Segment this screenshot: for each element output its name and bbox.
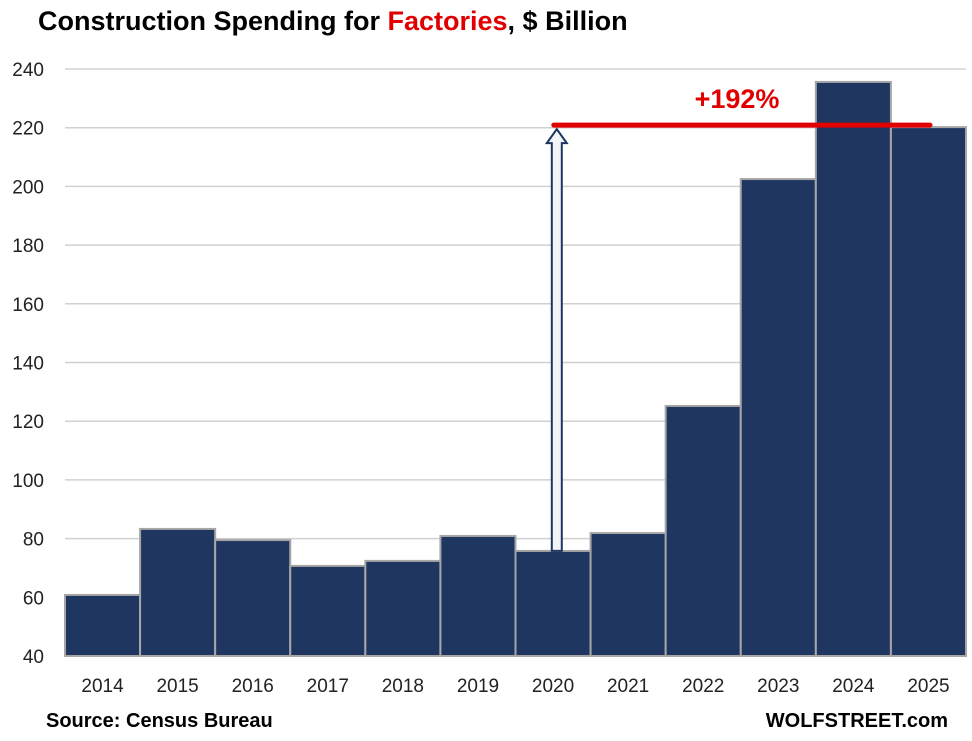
y-tick-label: 60: [23, 588, 44, 609]
bar-2017: [289, 564, 367, 658]
x-tick-label: 2018: [382, 676, 424, 697]
x-tick-label: 2023: [757, 676, 799, 697]
y-tick-label: 140: [12, 354, 44, 375]
y-tick-label: 80: [23, 530, 44, 551]
bar-2024: [814, 80, 892, 657]
x-tick-label: 2016: [232, 676, 274, 697]
y-tick-label: 240: [12, 60, 44, 81]
bar-2025: [889, 126, 968, 658]
y-tick-label: 220: [12, 119, 44, 140]
bar-2020: [514, 549, 592, 657]
arrow-up-icon: [544, 127, 569, 552]
title-part: Construction Spending for: [38, 6, 388, 36]
bar-2014: [64, 593, 142, 658]
title-part: , $ Billion: [507, 6, 628, 36]
x-tick-label: 2021: [607, 676, 649, 697]
x-tick-label: 2020: [532, 676, 574, 697]
y-tick-label: 160: [12, 295, 44, 316]
y-tick-label: 180: [12, 236, 44, 257]
bar-2023: [739, 178, 817, 657]
x-tick-label: 2015: [156, 676, 198, 697]
source-note: Source: Census Bureau: [46, 710, 273, 732]
y-tick-label: 100: [12, 471, 44, 492]
y-tick-label: 120: [12, 412, 44, 433]
bar-2019: [439, 534, 517, 657]
title-highlight: Factories: [387, 6, 508, 36]
y-tick-label: 40: [23, 647, 44, 668]
x-tick-label: 2024: [832, 676, 875, 697]
x-tick-label: 2022: [682, 676, 724, 697]
x-tick-label: 2019: [457, 676, 499, 697]
x-tick-label: 2014: [81, 676, 124, 697]
annotation-label: +192%: [695, 84, 780, 114]
x-tick-label: 2025: [907, 676, 949, 697]
chart-title: Construction Spending for Factories, $ B…: [38, 6, 628, 37]
bar-2022: [664, 404, 742, 657]
x-tick-label: 2017: [307, 676, 349, 697]
y-tick-label: 200: [12, 177, 44, 198]
bar-2021: [589, 532, 667, 657]
bar-2015: [139, 527, 217, 657]
bar-2016: [214, 539, 292, 658]
brand-label: WOLFSTREET.com: [765, 710, 948, 732]
bar-2018: [364, 559, 442, 658]
